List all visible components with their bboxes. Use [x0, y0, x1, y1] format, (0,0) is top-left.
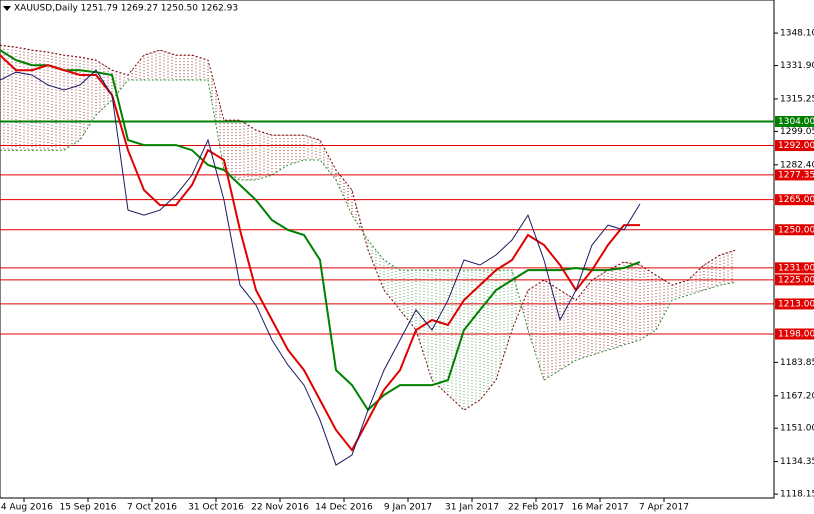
y-tick-label: 1282.40 — [780, 160, 814, 170]
menu-icon — [3, 6, 11, 11]
level-label: 1304.00 — [778, 117, 814, 127]
series-line — [0, 69, 641, 466]
y-tick-label: 1299.05 — [780, 127, 814, 137]
level-label: 1213.00 — [778, 299, 814, 309]
x-tick-label: 22 Nov 2016 — [251, 503, 309, 513]
x-tick-label: 7 Apr 2017 — [639, 503, 689, 513]
level-label-bg — [775, 169, 814, 181]
series-line — [0, 54, 640, 452]
y-tick-label: 1315.25 — [780, 94, 814, 104]
y-tick-label: 1151.00 — [780, 424, 814, 434]
x-tick-label: 15 Sep 2016 — [59, 503, 116, 513]
y-tick-label: 1118.15 — [780, 490, 814, 500]
y-tick-label: 1134.35 — [780, 457, 814, 467]
level-label: 1250.00 — [778, 225, 814, 235]
x-tick-label: 7 Oct 2016 — [127, 503, 177, 513]
chart-title: XAUUSD,Daily 1251.79 1269.27 1250.50 126… — [14, 4, 238, 14]
level-label-bg — [775, 140, 814, 152]
level-label: 1198.00 — [778, 330, 814, 340]
x-tick-label: 16 Mar 2017 — [571, 503, 628, 513]
y-tick-label: 1331.90 — [780, 61, 814, 71]
level-label: 1277.35 — [778, 170, 814, 180]
level-label: 1231.00 — [778, 263, 814, 273]
level-label-bg — [775, 262, 814, 274]
y-tick-label: 1167.20 — [780, 391, 814, 401]
level-label-bg — [775, 298, 814, 310]
y-tick-label: 1348.10 — [780, 29, 814, 39]
x-tick-label: 31 Jan 2017 — [445, 503, 499, 513]
x-tick-label: 22 Feb 2017 — [508, 503, 564, 513]
level-label-bg — [775, 194, 814, 206]
x-tick-label: 14 Dec 2016 — [315, 503, 373, 513]
series-line — [0, 49, 641, 412]
series-line — [0, 79, 737, 381]
x-tick-label: 9 Jan 2017 — [384, 503, 432, 513]
level-label: 1292.00 — [778, 141, 814, 151]
y-tick-label: 1183.85 — [780, 358, 814, 368]
level-label-bg — [775, 115, 814, 127]
cloud — [0, 45, 733, 410]
level-label-bg — [775, 328, 814, 340]
series-line — [0, 44, 737, 411]
level-label: 1225.00 — [778, 275, 814, 285]
level-label-bg — [775, 274, 814, 286]
level-label: 1265.00 — [778, 195, 814, 205]
level-label-bg — [775, 224, 814, 236]
x-tick-label: 24 Aug 2016 — [0, 503, 53, 513]
plot-frame — [0, 0, 775, 499]
x-tick-label: 31 Oct 2016 — [188, 503, 244, 513]
